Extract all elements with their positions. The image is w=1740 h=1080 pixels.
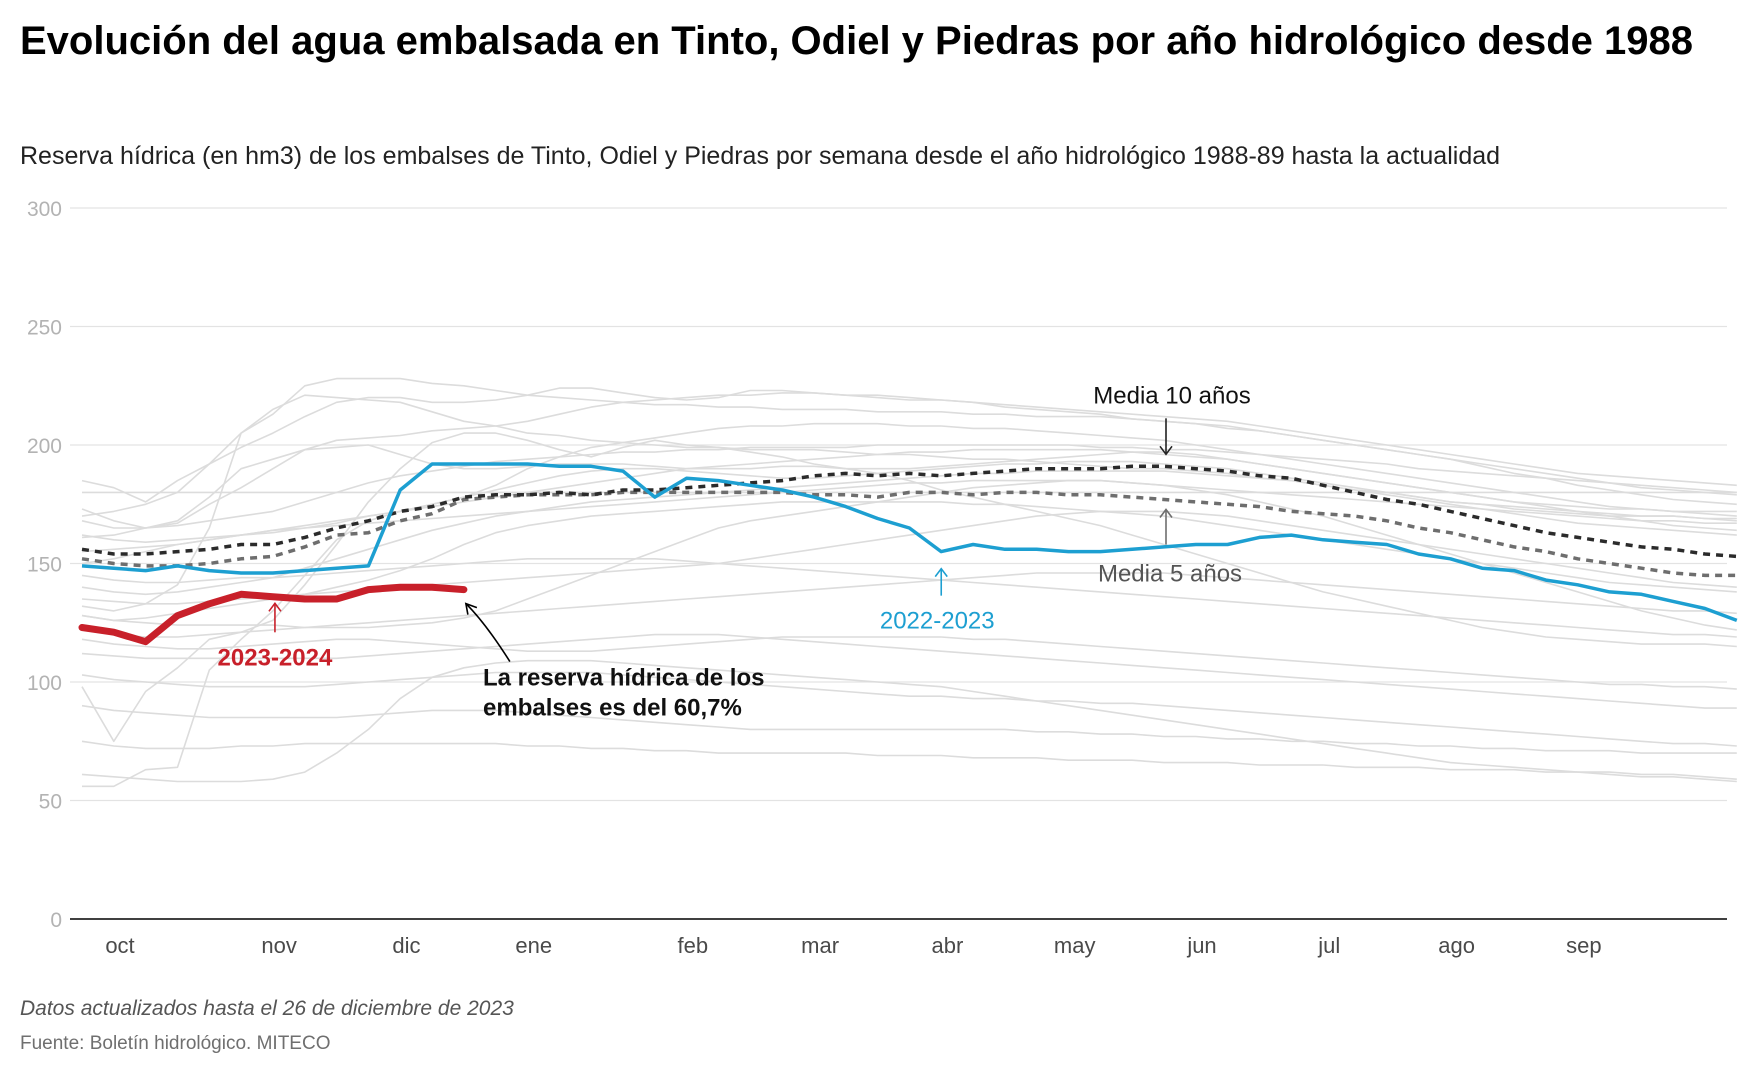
historical-series-line [81,432,1737,743]
historical-series-line [81,659,1737,783]
y-tick-label: 250 [27,317,62,340]
historical-series-line [81,470,1737,596]
historical-series-line [81,671,1737,747]
highlighted-series [78,462,1738,646]
avg5-label: Media 5 años [1098,561,1242,588]
x-tick-label: sep [1566,933,1601,958]
current-year-label: 2023-2024 [218,644,333,671]
historical-series-line [81,636,1737,690]
historical-series-line [81,479,1737,631]
x-tick-label: oct [105,933,134,958]
reserve-callout-arrow-head [464,602,478,615]
historical-series-line [81,444,1737,529]
update-note: Datos actualizados hasta el 26 de diciem… [20,997,514,1020]
x-tick-label: ene [515,933,552,958]
current-year-arrow-head [268,601,282,612]
x-tick-label: jul [1317,933,1340,958]
historical-series-line [81,392,1737,529]
avg10-arrow-head [1159,445,1173,456]
historical-series-line [81,510,1737,605]
previous-year-series-line [81,462,1738,623]
y-tick-label: 50 [39,791,62,814]
x-tick-label: mar [801,933,839,958]
avg5-arrow-head [1159,508,1173,518]
chart-title: Evolución del agua embalsada en Tinto, O… [20,19,1694,63]
x-tick-label: jun [1186,933,1216,958]
y-axis-tick-labels: 0 50 100 150 200 250 300 [27,198,62,932]
y-tick-label: 300 [27,198,62,221]
chart-subtitle: Reserva hídrica (en hm3) de los embalses… [20,142,1501,170]
x-tick-label: abr [932,933,964,958]
previous-year-label: 2022-2023 [880,608,995,635]
x-tick-label: nov [261,933,296,958]
historical-series-line [81,704,1737,754]
y-tick-label: 100 [27,672,62,695]
chart-annotations: 2023-2024 La reserva hídrica de los embals… [218,382,1251,721]
reserve-callout-label: La reserva hídrica de los embalses es del… [483,665,764,722]
y-tick-label: 0 [50,909,62,932]
x-axis-tick-labels: oct nov dic ene feb mar abr may jun jul ago sep [105,933,1601,958]
avg5-series-line [81,490,1737,578]
previous-year-arrow-head [934,567,948,578]
historical-series [81,377,1737,788]
historical-series-line [81,633,1737,709]
historical-series-line [81,557,1737,638]
source-note: Fuente: Boletín hidrológico. MITECO [20,1033,331,1054]
y-gridlines [70,207,1727,802]
y-tick-label: 200 [27,435,62,458]
line-chart: 0 50 100 150 200 250 300 oct nov dic ene feb mar abr… [27,198,1738,958]
current-year-series-line [78,583,468,646]
historical-series-line [81,740,1737,780]
historical-series-line [81,394,1737,612]
avg10-label: Media 10 años [1093,382,1250,409]
x-tick-label: may [1054,933,1096,958]
y-tick-label: 150 [27,554,62,577]
historical-series-line [82,422,1737,788]
historical-series-line [81,572,1737,638]
x-tick-label: dic [392,933,420,958]
x-tick-label: feb [678,933,709,958]
reserve-callout-arrow [465,603,511,662]
avg10-series-line [81,464,1737,559]
historical-series-line [81,460,1737,544]
x-tick-label: ago [1438,933,1475,958]
